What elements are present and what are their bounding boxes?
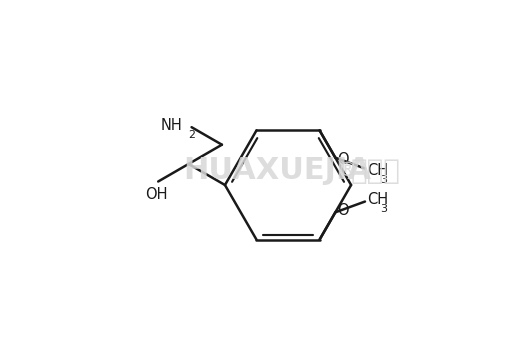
Text: ®: ® [337,162,357,180]
Text: O: O [337,152,349,167]
Text: 3: 3 [380,204,387,214]
Text: NH: NH [161,118,183,133]
Text: 化学加: 化学加 [351,157,401,185]
Text: HUAXUEJIA: HUAXUEJIA [183,157,371,185]
Text: CH: CH [367,163,388,178]
Text: OH: OH [145,187,167,202]
Text: 3: 3 [380,175,387,185]
Text: CH: CH [367,192,388,207]
Text: O: O [337,203,349,218]
Text: 2: 2 [188,130,195,140]
